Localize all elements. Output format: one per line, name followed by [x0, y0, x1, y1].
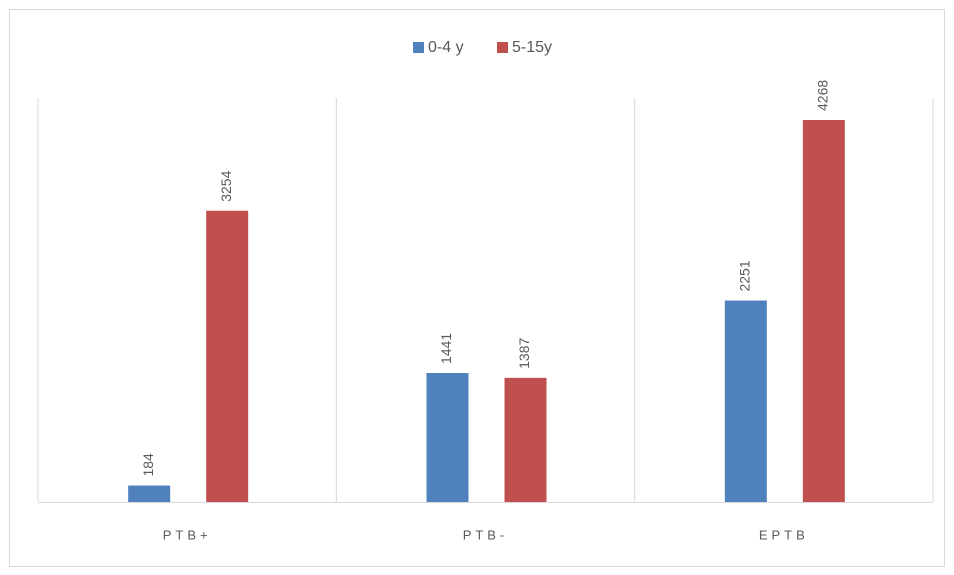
- value-label: 184: [140, 453, 156, 477]
- bar: [802, 120, 845, 502]
- legend-label: 5-15y: [512, 39, 552, 56]
- value-label: 1441: [438, 333, 454, 364]
- bar: [128, 485, 171, 502]
- legend-label: 0-4 y: [428, 39, 464, 56]
- value-label: 4268: [815, 80, 831, 111]
- legend-swatch: [497, 42, 508, 53]
- bar: [724, 300, 767, 502]
- x-tick-label: PTB+: [163, 527, 212, 542]
- legend-swatch: [413, 42, 424, 53]
- value-label: 2251: [737, 260, 753, 291]
- chart-border: [9, 9, 945, 567]
- bar: [504, 377, 547, 502]
- value-label: 3254: [218, 170, 234, 201]
- x-tick-label: PTB-: [463, 527, 509, 542]
- bar: [206, 210, 249, 502]
- bar: [426, 373, 469, 502]
- x-tick-label: EPTB: [759, 527, 809, 542]
- value-label: 1387: [516, 338, 532, 369]
